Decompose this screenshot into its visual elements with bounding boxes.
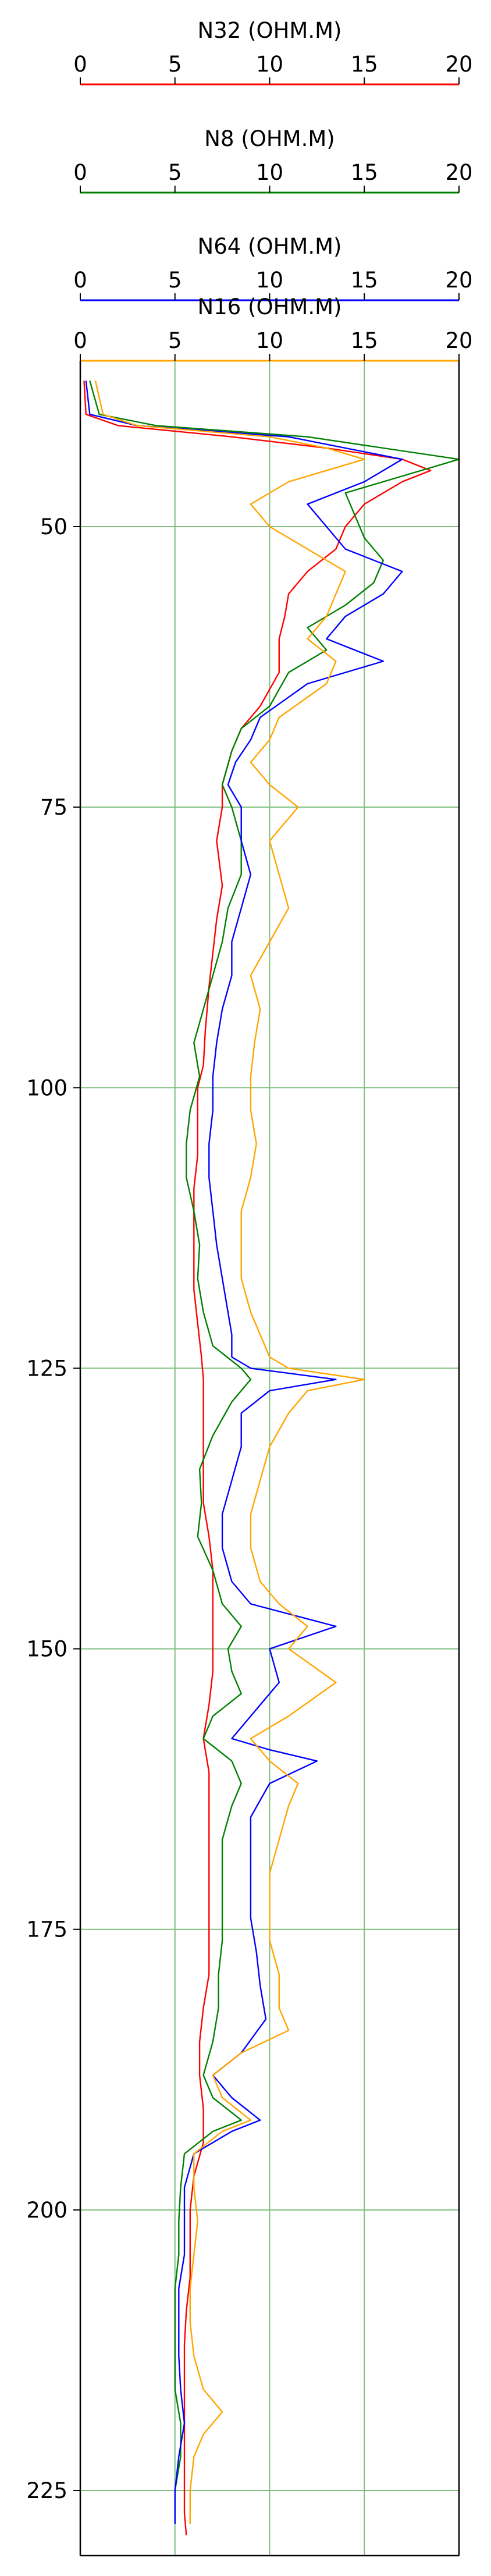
x-tick-label-n32-ohm-m-10: 10: [256, 52, 283, 77]
x-tick-label-n8-ohm-m-15: 15: [351, 160, 378, 185]
y-tick-label-175: 175: [26, 1917, 67, 1942]
x-tick-label-n16-ohm-m-0: 0: [73, 328, 87, 353]
x-axis-title-n8-ohm-m: N8 (OHM.M): [204, 126, 335, 151]
x-tick-label-n8-ohm-m-20: 20: [445, 160, 472, 185]
x-tick-label-n8-ohm-m-0: 0: [73, 160, 87, 185]
x-axis-n8-ohm-m: 0 5 10 15 20 N8 (OHM.M): [73, 126, 473, 194]
x-tick-label-n32-ohm-m-0: 0: [73, 52, 87, 77]
x-tick-label-n8-ohm-m-5: 5: [168, 160, 182, 185]
y-tick-label-50: 50: [40, 514, 67, 539]
x-tick-label-n64-ohm-m-15: 15: [351, 268, 378, 293]
x-tick-label-n32-ohm-m-5: 5: [168, 52, 182, 77]
frame-layer: 50 75 100 125 150 175 200 225: [26, 361, 460, 2557]
x-tick-label-n64-ohm-m-20: 20: [445, 268, 472, 293]
x-axis-n16-ohm-m: 0 5 10 15 20 N16 (OHM.M): [73, 294, 473, 362]
x-tick-label-n16-ohm-m-5: 5: [168, 328, 182, 353]
y-tick-label-125: 125: [26, 1356, 67, 1381]
y-tick-label-75: 75: [40, 795, 67, 820]
x-tick-label-n16-ohm-m-15: 15: [351, 328, 378, 353]
grid-layer: [80, 361, 459, 2556]
x-tick-label-n64-ohm-m-10: 10: [256, 268, 283, 293]
x-axis-title-n32-ohm-m: N32 (OHM.M): [198, 18, 342, 43]
x-tick-label-n64-ohm-m-5: 5: [168, 268, 182, 293]
x-tick-label-n8-ohm-m-10: 10: [256, 160, 283, 185]
x-tick-label-n32-ohm-m-15: 15: [351, 52, 378, 77]
x-axis-title-n64-ohm-m: N64 (OHM.M): [198, 234, 342, 259]
x-tick-label-n64-ohm-m-0: 0: [73, 268, 87, 293]
x-axis-n32-ohm-m: 0 5 10 15 20 N32 (OHM.M): [73, 18, 473, 86]
y-tick-label-225: 225: [26, 2478, 67, 2503]
y-tick-label-150: 150: [26, 1637, 67, 1662]
series-line-n16-ohm-m: [94, 381, 365, 2524]
x-axis-n64-ohm-m: 0 5 10 15 20 N64 (OHM.M): [73, 234, 473, 301]
series-line-n8-ohm-m: [89, 380, 460, 2524]
series-layer: [83, 380, 460, 2536]
y-tick-label-200: 200: [26, 2198, 67, 2223]
x-tick-label-n16-ohm-m-10: 10: [256, 328, 283, 353]
y-tick-label-100: 100: [26, 1075, 67, 1100]
axes-layer: 0 5 10 15 20 N32 (OHM.M) 0 5 10 15 20 N8 (OHM.M) 0 5 1…: [73, 18, 473, 362]
series-line-n64-ohm-m: [85, 381, 403, 2524]
series-line-n32-ohm-m: [83, 381, 432, 2536]
x-tick-label-n16-ohm-m-20: 20: [445, 328, 472, 353]
x-tick-label-n32-ohm-m-20: 20: [445, 52, 472, 77]
x-axis-title-n16-ohm-m: N16 (OHM.M): [198, 294, 342, 319]
